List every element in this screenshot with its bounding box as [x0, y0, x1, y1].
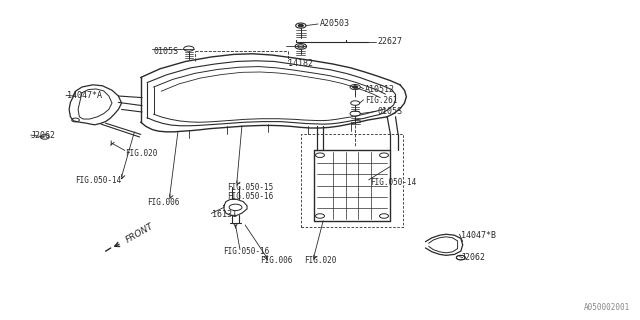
Text: 16131: 16131: [212, 210, 237, 219]
Text: A050002001: A050002001: [584, 303, 630, 312]
Text: FRONT: FRONT: [124, 221, 156, 244]
Text: FIG.261: FIG.261: [365, 96, 397, 105]
Text: FIG.006: FIG.006: [147, 198, 180, 207]
Circle shape: [353, 86, 358, 88]
Text: FIG.020: FIG.020: [125, 149, 157, 158]
Text: A20503: A20503: [320, 20, 350, 28]
Text: A10512: A10512: [365, 85, 395, 94]
Text: FIG.020: FIG.020: [304, 256, 337, 265]
Text: J2062: J2062: [461, 253, 486, 262]
Text: 0105S: 0105S: [154, 47, 179, 56]
Text: FIG.006: FIG.006: [260, 256, 293, 265]
Text: FIG.050-16: FIG.050-16: [223, 247, 269, 256]
Text: 14182: 14182: [288, 60, 313, 68]
Text: 22627: 22627: [378, 37, 403, 46]
Text: FIG.050-14: FIG.050-14: [370, 178, 416, 187]
Text: 0105S: 0105S: [378, 108, 403, 116]
Text: FIG.050-15: FIG.050-15: [227, 183, 273, 192]
Text: FIG.050-16: FIG.050-16: [227, 192, 273, 201]
Text: 14047*B: 14047*B: [461, 231, 496, 240]
Circle shape: [298, 24, 303, 27]
Text: J2062: J2062: [31, 132, 56, 140]
Text: 14047*A: 14047*A: [67, 92, 102, 100]
Text: FIG.050-14: FIG.050-14: [76, 176, 122, 185]
